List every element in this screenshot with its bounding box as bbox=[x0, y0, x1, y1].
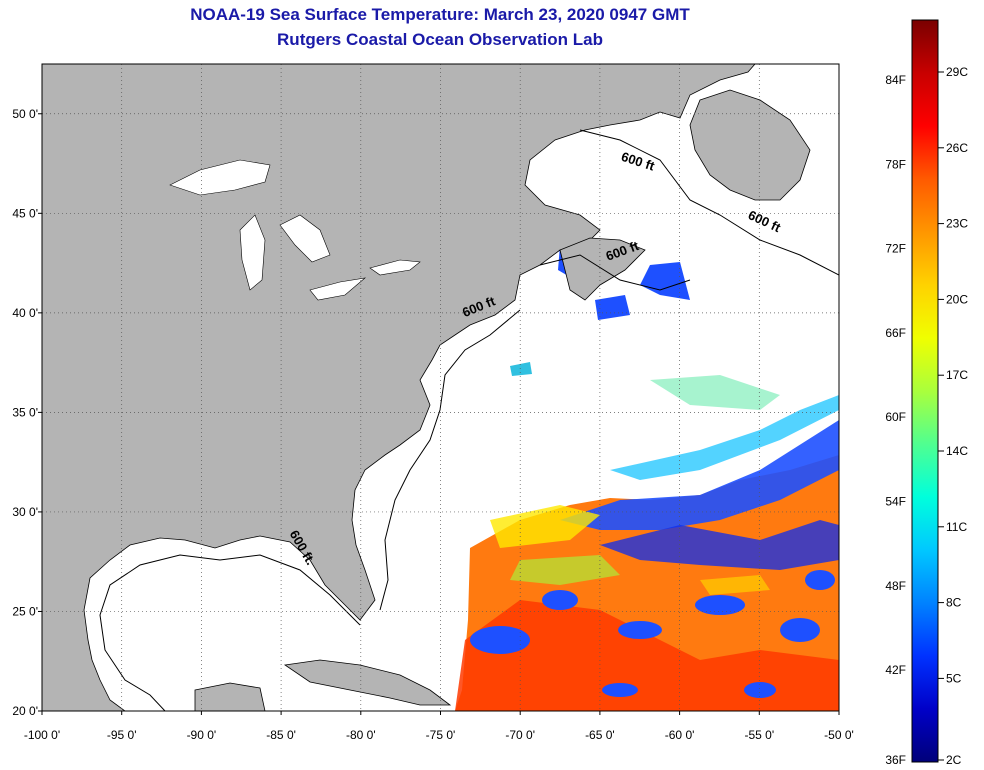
map-title: NOAA-19 Sea Surface Temperature: March 2… bbox=[190, 5, 690, 24]
lon-tick-label: -100 0' bbox=[24, 728, 60, 742]
lat-tick-label: 35 0' bbox=[12, 405, 38, 419]
depth-contours bbox=[99, 129, 839, 711]
colorbar-f-label: 36F bbox=[885, 753, 906, 767]
colorbar-f-label: 42F bbox=[885, 663, 906, 677]
colorbar bbox=[911, 19, 939, 763]
cuba-land bbox=[283, 659, 452, 706]
lon-tick-label: -60 0' bbox=[665, 728, 695, 742]
lat-tick-label: 30 0' bbox=[12, 505, 38, 519]
lon-tick-label: -65 0' bbox=[585, 728, 615, 742]
sst-mixed-patches bbox=[490, 362, 839, 595]
newfoundland-land bbox=[689, 89, 811, 201]
colorbar-c-label: 26C bbox=[946, 141, 968, 155]
colorbar-c-label: 2C bbox=[946, 753, 962, 767]
colorbar-c-label: 20C bbox=[946, 292, 968, 306]
colorbar-f-label: 54F bbox=[885, 495, 906, 509]
colorbar-f-label: 78F bbox=[885, 157, 906, 171]
sst-cool-patches bbox=[470, 245, 839, 698]
colorbar-f-label: 48F bbox=[885, 579, 906, 593]
lat-tick-label: 45 0' bbox=[12, 206, 38, 220]
colorbar-c-label: 29C bbox=[946, 65, 968, 79]
lon-tick-label: -90 0' bbox=[187, 728, 217, 742]
lat-lon-grid bbox=[42, 64, 839, 711]
north-america-land bbox=[42, 64, 756, 711]
lon-tick-label: -95 0' bbox=[107, 728, 137, 742]
colorbar-f-label: 72F bbox=[885, 242, 906, 256]
lon-tick-label: -80 0' bbox=[346, 728, 376, 742]
lon-tick-label: -55 0' bbox=[744, 728, 774, 742]
lat-tick-label: 50 0' bbox=[12, 107, 38, 121]
lon-tick-label: -70 0' bbox=[505, 728, 535, 742]
colorbar-c-label: 23C bbox=[946, 217, 968, 231]
sst-hot-region bbox=[455, 600, 839, 711]
colorbar-c-label: 5C bbox=[946, 671, 962, 685]
colorbar-f-label: 60F bbox=[885, 410, 906, 424]
lon-tick-label: -85 0' bbox=[266, 728, 296, 742]
lat-tick-label: 20 0' bbox=[12, 704, 38, 718]
great-lakes bbox=[169, 159, 421, 301]
lon-tick-label: -75 0' bbox=[426, 728, 456, 742]
lat-tick-label: 40 0' bbox=[12, 306, 38, 320]
yucatan-land bbox=[194, 682, 266, 711]
colorbar-c-label: 11C bbox=[946, 520, 967, 534]
colorbar-f-label: 84F bbox=[885, 73, 906, 87]
map-subtitle: Rutgers Coastal Ocean Observation Lab bbox=[277, 30, 603, 49]
colorbar-labels: 84F 78F 72F 66F 60F 54F 48F 42F 36F 29C 26C 23C 20C 1… bbox=[885, 65, 968, 767]
colorbar-c-label: 8C bbox=[946, 596, 962, 610]
colorbar-c-label: 17C bbox=[946, 368, 968, 382]
colorbar-c-label: 14C bbox=[946, 444, 968, 458]
colorbar-f-label: 66F bbox=[885, 326, 906, 340]
lat-tick-label: 25 0' bbox=[12, 604, 38, 618]
axis-ticks: -100 0' -95 0' -90 0' -85 0' -80 0' -75 0' -70… bbox=[12, 107, 853, 742]
lon-tick-label: -50 0' bbox=[824, 728, 854, 742]
